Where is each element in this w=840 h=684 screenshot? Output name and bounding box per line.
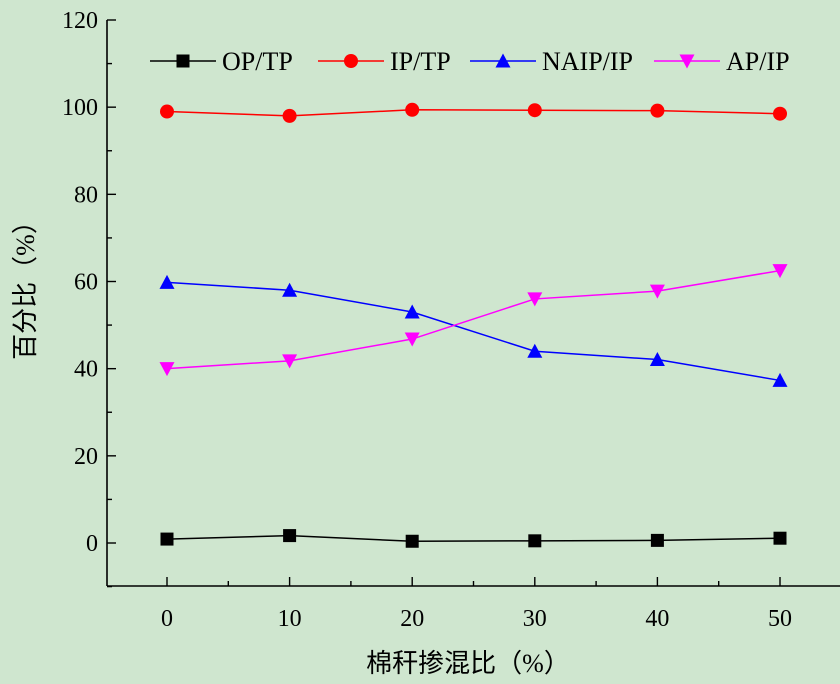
data-point-naip-ip xyxy=(772,372,788,387)
legend-item-op-tp: OP/TP xyxy=(150,47,293,76)
x-tick-label: 30 xyxy=(523,606,547,632)
legend-label: OP/TP xyxy=(222,47,293,76)
data-point-op-tp xyxy=(405,534,419,548)
legend-item-naip-ip: NAIP/IP xyxy=(470,47,633,76)
data-point-op-tp xyxy=(650,533,664,547)
series-line-ip-tp xyxy=(166,109,781,117)
series-op-tp xyxy=(160,529,787,548)
data-point-naip-ip xyxy=(527,343,543,358)
data-point-ap-ip xyxy=(282,354,298,369)
data-point-naip-ip xyxy=(282,282,298,297)
y-tick-label: 80 xyxy=(74,182,98,208)
y-tick-label: 20 xyxy=(74,444,98,470)
data-point-ip-tp xyxy=(160,104,174,119)
data-point-ip-tp xyxy=(282,108,297,123)
series-line-op-tp xyxy=(166,534,781,543)
data-point-op-tp xyxy=(773,531,787,545)
y-tick-label: 0 xyxy=(86,531,98,557)
series-line-naip-ip xyxy=(166,281,781,382)
series-line-ap-ip xyxy=(166,269,781,370)
legend-item-ap-ip: AP/IP xyxy=(654,47,790,76)
data-point-naip-ip xyxy=(159,274,175,289)
legend-marker xyxy=(679,54,695,69)
x-tick-label: 20 xyxy=(400,606,424,632)
legend-label: IP/TP xyxy=(390,47,451,76)
series-ip-tp xyxy=(160,102,787,123)
data-point-op-tp xyxy=(283,529,297,543)
data-point-ip-tp xyxy=(650,103,665,118)
series-ap-ip xyxy=(159,264,788,377)
data-point-ap-ip xyxy=(159,362,175,377)
x-axis-title: 棉秆掺混比（%） xyxy=(366,649,570,678)
legend-label: AP/IP xyxy=(726,47,790,76)
axes: 0 20 40 60 80 100 120 0 10 20 30 40 50 xyxy=(62,8,840,632)
series-layer xyxy=(159,102,788,548)
data-point-ap-ip xyxy=(649,284,665,299)
data-point-naip-ip xyxy=(649,352,665,367)
data-point-ap-ip xyxy=(404,332,420,347)
series-naip-ip xyxy=(159,274,788,387)
legend-marker xyxy=(344,54,358,68)
data-point-ip-tp xyxy=(773,106,787,121)
x-tick-label: 40 xyxy=(645,606,669,632)
y-tick-label: 120 xyxy=(62,8,98,34)
data-point-ap-ip xyxy=(527,292,543,307)
data-point-naip-ip xyxy=(404,304,420,319)
data-point-ip-tp xyxy=(405,102,420,117)
data-point-op-tp xyxy=(528,534,542,548)
data-point-ap-ip xyxy=(772,264,788,279)
y-tick-label: 40 xyxy=(74,357,98,383)
x-tick-label: 10 xyxy=(278,606,302,632)
legend-label: NAIP/IP xyxy=(542,47,633,76)
data-point-op-tp xyxy=(160,532,174,546)
legend-marker xyxy=(495,53,511,68)
data-point-ip-tp xyxy=(527,103,542,118)
y-tick-label: 100 xyxy=(62,95,98,121)
x-tick-label: 50 xyxy=(768,606,792,632)
legend-item-ip-tp: IP/TP xyxy=(318,47,451,76)
x-tick-label: 0 xyxy=(161,606,173,632)
y-axis-title: 百分比（%） xyxy=(11,208,40,360)
legend: OP/TP IP/TP NAIP/IP AP/IP xyxy=(150,47,790,76)
y-tick-label: 60 xyxy=(74,270,98,296)
legend-marker xyxy=(176,54,190,68)
